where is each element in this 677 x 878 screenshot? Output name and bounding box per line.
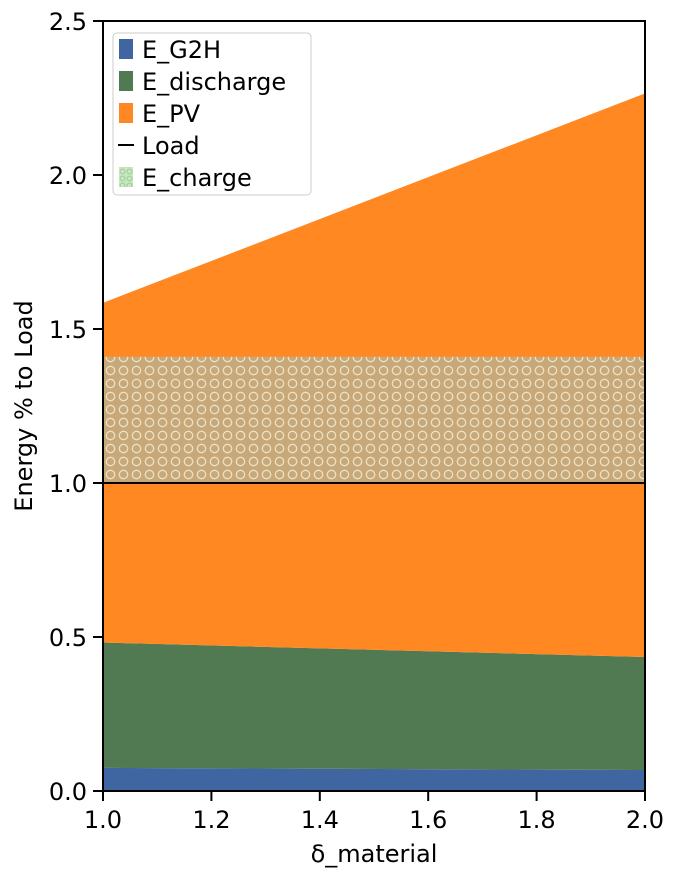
area-e-g2h	[103, 767, 645, 791]
y-tick-label: 0.5	[49, 624, 87, 652]
y-tick-label: 2.0	[49, 162, 87, 190]
x-tick-label: 1.8	[518, 806, 556, 834]
area-e-charge-hatch	[103, 356, 645, 483]
y-tick-label: 0.0	[49, 778, 87, 806]
legend-label: E_charge	[142, 164, 252, 192]
x-tick-label: 1.0	[84, 806, 122, 834]
legend: E_G2H E_discharge E_PV Load E_charge	[112, 32, 312, 196]
legend-item-e-g2h: E_G2H	[119, 36, 221, 64]
x-axis-ticks: 1.0 1.2 1.4 1.6 1.8 2.0	[84, 791, 664, 834]
y-tick-label: 1.5	[49, 316, 87, 344]
legend-frame	[112, 32, 312, 196]
legend-swatch	[119, 103, 133, 123]
legend-item-e-discharge: E_discharge	[119, 68, 286, 96]
legend-label: E_PV	[142, 100, 201, 128]
legend-label: E_discharge	[142, 68, 286, 96]
y-axis-label: Energy % to Load	[10, 300, 38, 511]
x-tick-label: 1.2	[192, 806, 230, 834]
legend-label: Load	[142, 132, 200, 160]
legend-swatch	[119, 71, 133, 91]
x-tick-label: 1.4	[301, 806, 339, 834]
legend-swatch-hatch	[119, 167, 133, 187]
legend-item-e-charge: E_charge	[119, 164, 252, 192]
y-axis-ticks: 0.0 0.5 1.0 1.5 2.0 2.5	[49, 8, 103, 806]
area-e-discharge	[103, 642, 645, 771]
plot-frame	[102, 20, 646, 792]
legend-item-e-pv: E_PV	[119, 100, 201, 128]
y-tick-label: 2.5	[49, 8, 87, 36]
x-axis-label: δ_material	[311, 840, 438, 868]
legend-item-load: Load	[118, 132, 200, 160]
legend-swatch	[119, 39, 133, 59]
legend-label: E_G2H	[142, 36, 221, 64]
area-layer	[103, 93, 645, 791]
x-tick-label: 2.0	[626, 806, 664, 834]
x-tick-label: 1.6	[409, 806, 447, 834]
y-tick-label: 1.0	[49, 470, 87, 498]
